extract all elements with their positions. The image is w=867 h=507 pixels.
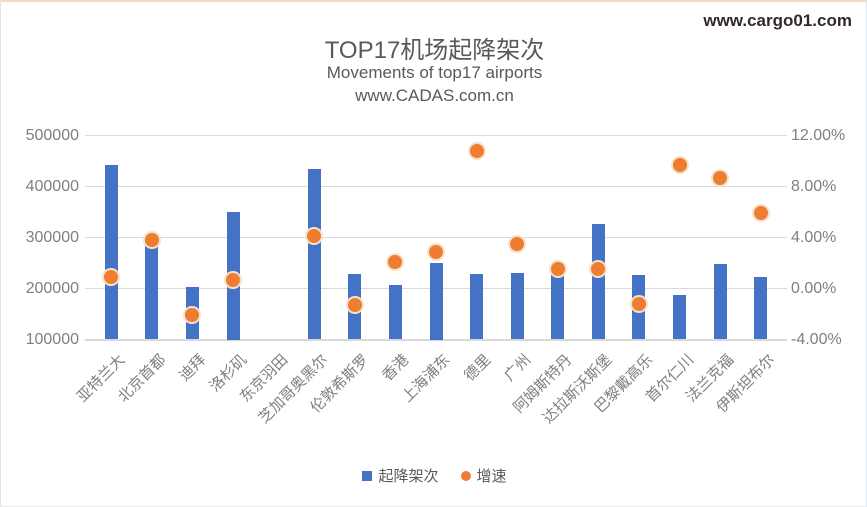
bar-北京首都 (145, 242, 159, 340)
growth-dot-北京首都 (142, 231, 161, 250)
growth-dot-巴黎戴高乐 (629, 294, 648, 313)
growth-dot-洛杉矶 (224, 270, 243, 289)
gridline (85, 186, 787, 187)
growth-dot-伦敦希斯罗 (345, 296, 364, 315)
bar-芝加哥奥黑尔 (307, 169, 321, 340)
growth-dot-广州 (508, 234, 527, 253)
growth-dot-法兰克福 (711, 168, 730, 187)
growth-dot-香港 (386, 252, 405, 271)
legend-item-growth: 增速 (460, 465, 507, 486)
y-axis-tick-right: 12.00% (791, 126, 846, 144)
chart-title: TOP17机场起降架次 (324, 37, 545, 64)
watermark: www.cargo01.com (703, 11, 852, 30)
bar-广州 (510, 273, 524, 340)
y-axis-tick-left: 100000 (25, 330, 79, 348)
bar-首尔仁川 (673, 294, 687, 340)
y-axis-tick-left: 400000 (25, 177, 79, 195)
y-axis-tick-left: 300000 (25, 228, 79, 246)
bar-伊斯坦布尔 (754, 276, 768, 340)
bar-阿姆斯特丹 (551, 268, 565, 340)
bar-香港 (388, 285, 402, 340)
legend-item-movements: 起降架次 (362, 465, 439, 486)
growth-dot-德里 (467, 141, 486, 160)
bar-亚特兰大 (104, 165, 118, 340)
bar-德里 (470, 274, 484, 340)
growth-dot-上海浦东 (427, 242, 445, 261)
growth-dot-迪拜 (183, 306, 202, 325)
growth-dot-亚特兰大 (102, 268, 121, 287)
growth-dot-达拉斯沃斯堡 (589, 260, 608, 279)
growth-dot-伊斯坦布尔 (751, 204, 770, 223)
chart-subtitle: Movements of top17 airports (326, 63, 543, 82)
bar-达拉斯沃斯堡 (591, 223, 605, 340)
y-axis-tick-right: 0.00% (791, 279, 837, 297)
gridline (85, 135, 787, 136)
gridline (85, 237, 787, 238)
growth-dot-首尔仁川 (670, 155, 689, 174)
growth-dot-芝加哥奥黑尔 (305, 227, 324, 246)
legend-label-movements: 起降架次 (378, 468, 439, 485)
chart-source-line: www.CADAS.com.cn (355, 86, 514, 105)
scatter-series-swatch-icon (460, 470, 471, 481)
y-axis-tick-left: 200000 (25, 279, 79, 297)
x-axis-line (85, 339, 787, 341)
legend-label-growth: 增速 (476, 468, 507, 485)
bar-series-swatch-icon (362, 470, 373, 481)
bar-法兰克福 (713, 264, 727, 340)
y-axis-tick-right: 4.00% (791, 228, 837, 246)
bar-上海浦东 (429, 263, 443, 340)
legend: 起降架次 增速 (1, 465, 866, 486)
y-axis-tick-left: 500000 (25, 126, 79, 144)
y-axis-tick-right: -4.00% (791, 330, 842, 348)
y-axis-tick-right: 8.00% (791, 177, 837, 195)
growth-dot-阿姆斯特丹 (548, 260, 567, 279)
